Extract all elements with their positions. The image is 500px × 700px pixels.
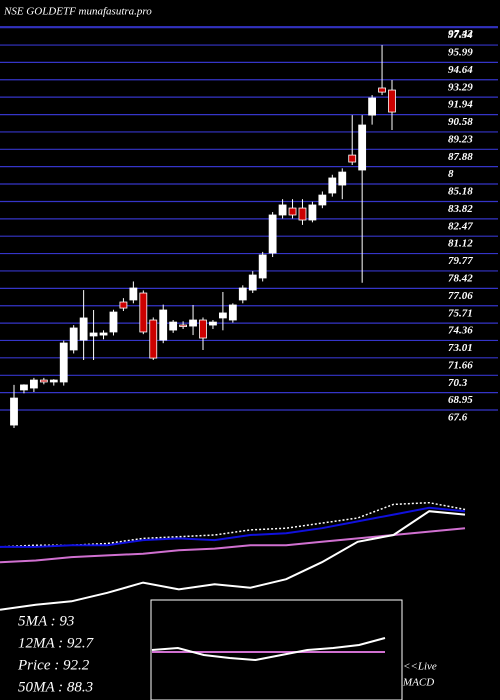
candle-body (29, 379, 38, 389)
ma-label: 5MA : 93 (18, 613, 74, 629)
candle-body (298, 207, 307, 221)
candle-body (149, 319, 158, 359)
candle-body (10, 397, 18, 426)
candle-body (109, 311, 118, 333)
candle-body (89, 332, 98, 337)
candle-body (99, 332, 108, 336)
y-tick-label: 94.64 (448, 64, 473, 76)
candle-body (189, 319, 197, 327)
y-tick-label: 81.12 (448, 238, 473, 250)
ma-label: 12MA : 92.7 (18, 635, 95, 651)
candle-body (258, 254, 267, 279)
ma-label: 50MA : 88.3 (18, 679, 93, 695)
y-tick-label: 89.23 (448, 133, 473, 145)
y-tick-label: 91.94 (448, 99, 473, 111)
candle-body (338, 171, 347, 186)
y-tick-label: 67.6 (448, 412, 468, 424)
candle-body (278, 204, 287, 216)
candle-body (368, 97, 377, 116)
candle-body (238, 287, 247, 301)
candle-body (139, 292, 148, 333)
candle-body (20, 384, 28, 391)
candle-body (218, 312, 227, 319)
y-tick-label: 74.36 (448, 325, 473, 337)
candle-body (159, 309, 168, 341)
y-tick-label: 83.82 (448, 203, 473, 215)
y-tick-label: 93.29 (448, 81, 473, 93)
y-tick-label: 79.77 (448, 255, 473, 267)
candle-body (248, 274, 257, 291)
candle-body (79, 317, 88, 341)
candle-body (169, 321, 178, 331)
indicator-line (0, 506, 466, 548)
candle-body (39, 379, 48, 383)
y-tick-label: 85.18 (448, 186, 473, 198)
candle-body (388, 89, 396, 113)
indicator-line (0, 510, 466, 611)
candle-body (358, 124, 367, 171)
candle-body (378, 87, 386, 93)
y-tick-label: 77.06 (448, 290, 473, 302)
candle-body (318, 194, 327, 206)
y-tick-label: 90.58 (448, 116, 473, 128)
candle-body (129, 287, 138, 301)
y-tick-label: 78.42 (448, 272, 473, 284)
candle-body (199, 319, 207, 339)
candle-body (308, 204, 317, 221)
y-tick-label: 73.01 (448, 342, 473, 354)
macd-label: MACD (402, 677, 434, 689)
y-tick-label: 71.66 (448, 359, 473, 371)
y-tick-label: 87.88 (448, 151, 473, 163)
candle-body (119, 301, 128, 309)
candle-body (348, 154, 357, 163)
candle-body (209, 321, 217, 326)
indicator-line (151, 637, 386, 662)
y-tick-label: 97.42 (448, 28, 473, 40)
y-tick-label: 8 (448, 168, 454, 180)
y-tick-label: 70.3 (448, 377, 468, 389)
y-tick-label: 75.71 (448, 307, 473, 319)
ma-label: Price : 92.2 (17, 657, 90, 673)
candle-body (328, 177, 337, 194)
y-tick-label: 97.34 (448, 29, 473, 41)
candle-body (59, 342, 68, 383)
y-tick-label: 95.99 (448, 47, 473, 59)
candle-body (268, 214, 277, 254)
candle-body (69, 327, 78, 351)
indicator-line (0, 501, 466, 548)
candle-body (228, 304, 237, 321)
chart-title: NSE GOLDETF munafasutra.pro (3, 6, 152, 18)
macd-label: <<Live (403, 661, 437, 673)
candle-body (179, 324, 188, 327)
y-tick-label: 68.95 (448, 394, 473, 406)
y-tick-label: 82.47 (448, 220, 473, 232)
macd-box (150, 599, 403, 700)
candle-body (49, 379, 58, 383)
candle-body (288, 207, 297, 216)
